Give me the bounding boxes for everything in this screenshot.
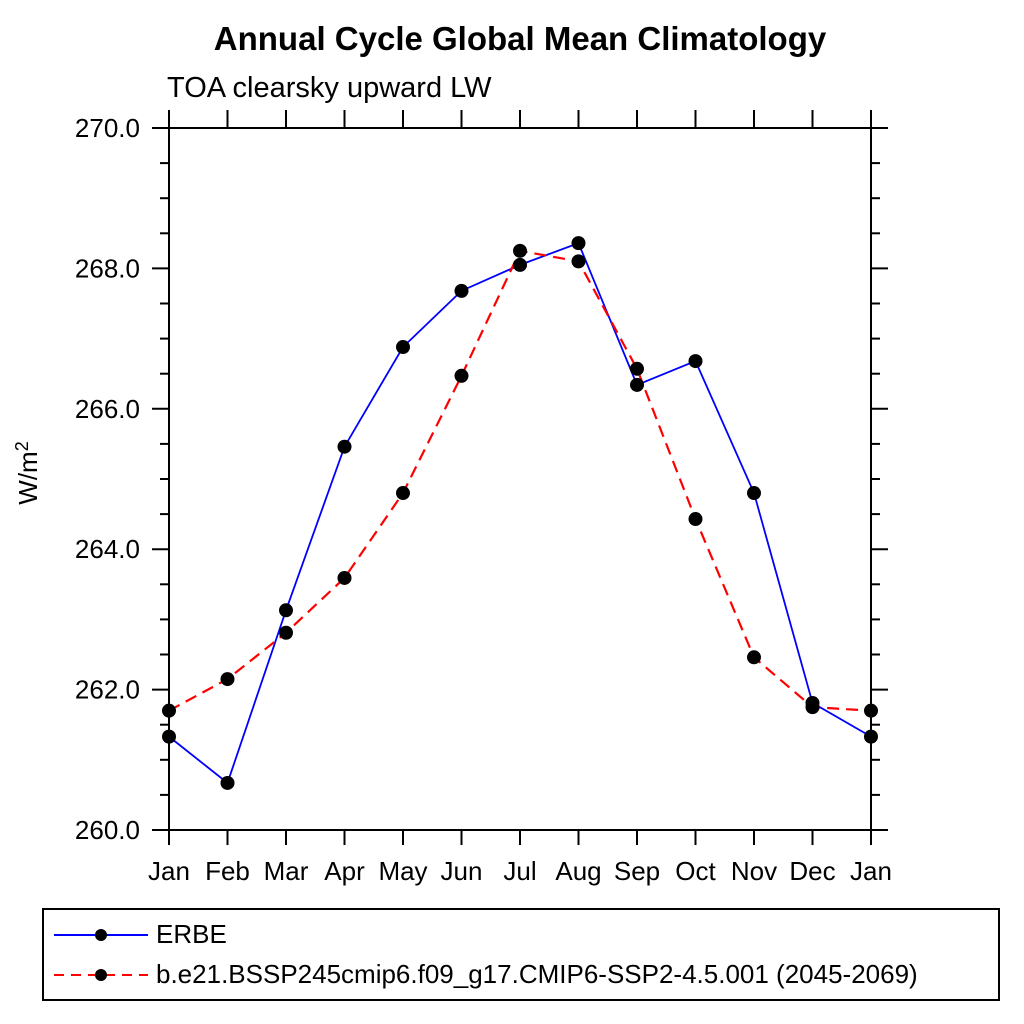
data-point-s0-Aug xyxy=(571,236,586,251)
data-point-s0-May xyxy=(396,340,410,355)
data-point-s1-Dec xyxy=(805,700,820,715)
y-tick-label: 262.0 xyxy=(75,675,140,705)
series-line-0 xyxy=(168,241,872,785)
data-point-s0-Jun xyxy=(454,283,469,298)
plot-frame xyxy=(168,127,872,831)
legend-label-model: b.e21.BSSP245cmip6.f09_g17.CMIP6-SSP2-4.… xyxy=(156,959,918,989)
data-point-s1-Jun xyxy=(454,368,469,383)
data-point-s0-Nov xyxy=(747,486,761,501)
x-tick-label: Feb xyxy=(205,856,250,886)
x-tick-label: Sep xyxy=(614,856,660,886)
data-point-s0-Jan xyxy=(864,729,878,744)
y-tick-label: 260.0 xyxy=(75,815,140,845)
data-point-s1-Aug xyxy=(571,254,586,269)
legend-marker-model xyxy=(95,968,107,981)
data-point-s1-Jan xyxy=(864,703,878,718)
data-point-s0-Jan xyxy=(162,729,176,744)
series-line-1 xyxy=(168,249,872,712)
y-tick-label: 268.0 xyxy=(75,253,140,283)
data-point-s1-Oct xyxy=(688,512,703,527)
legend-label-erbe: ERBE xyxy=(156,919,227,949)
data-point-s0-Apr xyxy=(337,439,352,454)
legend-line-sample-model xyxy=(54,968,148,981)
y-tick-label: 270.0 xyxy=(75,113,140,143)
x-tick-label: Dec xyxy=(789,856,835,886)
data-point-s0-Oct xyxy=(688,354,703,369)
data-point-s1-Jan xyxy=(162,703,176,718)
legend-line-sample-erbe xyxy=(54,928,148,941)
legend: ERBE b.e21.BSSP245cmip6.f09_g17.CMIP6-SS… xyxy=(42,908,1000,1001)
x-tick-label: Jul xyxy=(503,856,536,886)
x-tick-label: Jan xyxy=(850,856,892,886)
chart-title: Annual Cycle Global Mean Climatology xyxy=(213,20,827,57)
y-tick-label: 266.0 xyxy=(75,394,140,424)
data-point-s1-Sep xyxy=(630,361,644,376)
x-tick-label: Jan xyxy=(148,856,190,886)
x-tick-label: Aug xyxy=(555,856,601,886)
data-point-s0-Sep xyxy=(630,377,644,392)
legend-marker-erbe xyxy=(95,928,107,941)
data-point-s1-Apr xyxy=(337,570,352,585)
legend-item-erbe: ERBE xyxy=(50,918,998,952)
x-tick-label: May xyxy=(378,856,427,886)
data-point-s1-Feb xyxy=(220,672,235,687)
x-tick-label: Mar xyxy=(264,856,309,886)
data-point-s0-Jul xyxy=(513,257,527,272)
chart-subtitle: TOA clearsky upward LW xyxy=(167,72,492,104)
data-point-s1-Mar xyxy=(279,625,293,640)
x-tick-label: Apr xyxy=(324,856,365,886)
data-point-s0-Feb xyxy=(220,775,235,790)
data-point-s1-Nov xyxy=(747,650,761,665)
data-point-s0-Mar xyxy=(279,603,293,618)
data-point-s1-Jul xyxy=(513,243,527,258)
y-axis-label: W/m2 xyxy=(12,441,43,504)
x-tick-label: Jun xyxy=(441,856,483,886)
x-tick-label: Oct xyxy=(675,856,716,886)
legend-item-model: b.e21.BSSP245cmip6.f09_g17.CMIP6-SSP2-4.… xyxy=(50,958,998,992)
y-tick-label: 264.0 xyxy=(75,534,140,564)
data-point-s1-May xyxy=(396,486,410,501)
x-tick-label: Nov xyxy=(731,856,777,886)
